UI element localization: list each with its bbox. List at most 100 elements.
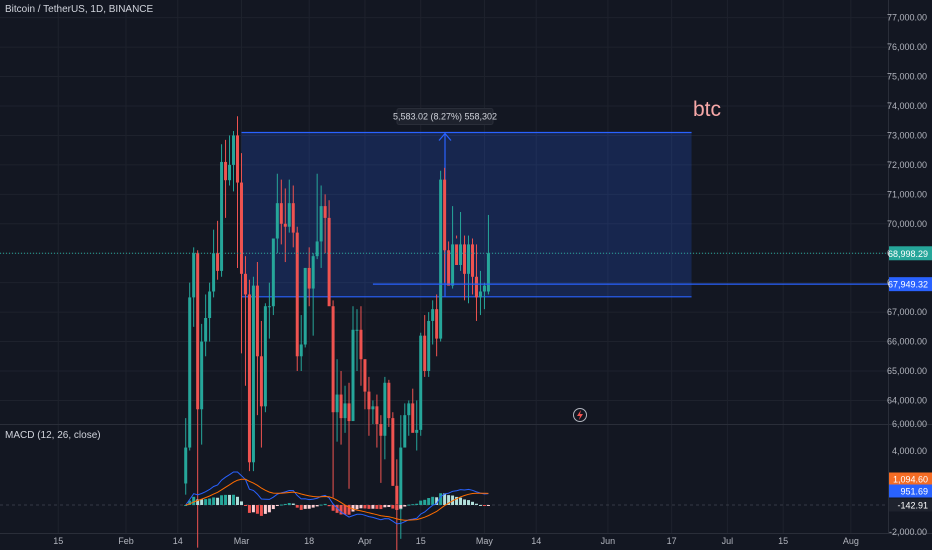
candle[interactable] bbox=[228, 135, 232, 186]
candle[interactable] bbox=[443, 167, 447, 283]
candle[interactable] bbox=[407, 400, 411, 436]
macd-histogram-bar bbox=[323, 503, 327, 505]
candle[interactable] bbox=[263, 303, 267, 413]
candle[interactable] bbox=[247, 279, 251, 472]
candle[interactable] bbox=[224, 139, 228, 218]
measure-label[interactable]: 5,583.02 (8.27%) 558,302 bbox=[393, 108, 497, 125]
candle[interactable] bbox=[371, 400, 375, 424]
candle[interactable] bbox=[235, 116, 239, 268]
candle[interactable] bbox=[275, 173, 279, 254]
candle[interactable] bbox=[239, 153, 243, 354]
horizontal-line-tag[interactable]: 67,949.32 bbox=[888, 277, 932, 292]
candle[interactable] bbox=[470, 238, 474, 295]
candle[interactable] bbox=[335, 359, 339, 442]
candle[interactable] bbox=[327, 200, 331, 307]
horizontal-lines[interactable] bbox=[0, 252, 888, 422]
price-axis[interactable]: 77,000.00 76,000.00 75,000.00 74,000.00 73,0… bbox=[887, 13, 932, 537]
candle[interactable] bbox=[423, 315, 427, 377]
candle[interactable] bbox=[307, 247, 311, 307]
macd-value-tag[interactable]: 1,094.60 bbox=[889, 472, 932, 486]
candle[interactable] bbox=[486, 214, 490, 295]
candlestick-series[interactable] bbox=[184, 116, 490, 550]
candle[interactable] bbox=[232, 131, 236, 192]
candle[interactable] bbox=[295, 226, 299, 371]
btc-annotation-text[interactable]: btc bbox=[693, 98, 722, 121]
candle[interactable] bbox=[363, 359, 367, 410]
candle[interactable] bbox=[439, 170, 443, 342]
candle[interactable] bbox=[455, 235, 459, 265]
candle[interactable] bbox=[355, 309, 359, 371]
candle[interactable] bbox=[319, 185, 323, 268]
candle[interactable] bbox=[200, 323, 204, 445]
candle[interactable] bbox=[478, 270, 482, 316]
time-axis-label: 17 bbox=[667, 536, 677, 546]
candle[interactable] bbox=[271, 238, 275, 316]
candle[interactable] bbox=[387, 379, 391, 427]
measure-box[interactable] bbox=[241, 132, 692, 297]
macd-line[interactable] bbox=[185, 471, 489, 525]
candle[interactable] bbox=[188, 282, 192, 451]
flash-alert-icon[interactable] bbox=[573, 408, 587, 422]
candle[interactable] bbox=[419, 332, 423, 436]
candle[interactable] bbox=[474, 244, 478, 321]
candle[interactable] bbox=[251, 276, 255, 472]
last-price-tag[interactable]: 68,998.29 bbox=[888, 246, 932, 261]
candle[interactable] bbox=[192, 247, 196, 327]
candle[interactable] bbox=[395, 459, 399, 550]
macd-title[interactable]: MACD (12, 26, close) bbox=[5, 430, 101, 441]
candle[interactable] bbox=[463, 235, 467, 301]
candle[interactable] bbox=[243, 256, 247, 386]
signal-line[interactable] bbox=[185, 478, 489, 521]
candle[interactable] bbox=[379, 415, 383, 483]
candle[interactable] bbox=[204, 294, 208, 357]
candle[interactable] bbox=[208, 282, 212, 342]
histogram-value-tag[interactable]: -142.91 bbox=[889, 498, 932, 512]
candle[interactable] bbox=[482, 282, 486, 310]
candle[interactable] bbox=[220, 144, 224, 277]
candle[interactable] bbox=[399, 415, 403, 539]
candle[interactable] bbox=[459, 212, 463, 271]
candle[interactable] bbox=[403, 403, 407, 448]
candle[interactable] bbox=[435, 294, 439, 357]
candle[interactable] bbox=[427, 312, 431, 377]
candle[interactable] bbox=[367, 376, 371, 436]
candle[interactable] bbox=[343, 385, 347, 433]
candle[interactable] bbox=[351, 306, 355, 422]
candle[interactable] bbox=[212, 229, 216, 298]
macd-pane[interactable] bbox=[0, 471, 888, 525]
candle[interactable] bbox=[184, 418, 188, 495]
candle[interactable] bbox=[467, 235, 471, 304]
candle[interactable] bbox=[447, 241, 451, 286]
candle[interactable] bbox=[287, 179, 291, 233]
candle[interactable] bbox=[347, 382, 351, 489]
time-axis[interactable]: 15 Feb 14 Mar 18 Apr 15 May 14 Jun 17 Jul 15 Aug bbox=[53, 536, 859, 546]
candle[interactable] bbox=[383, 376, 387, 460]
candle[interactable] bbox=[415, 400, 419, 451]
candle[interactable] bbox=[339, 371, 343, 445]
candle[interactable] bbox=[279, 179, 283, 245]
candle[interactable] bbox=[299, 315, 303, 371]
candle[interactable] bbox=[315, 173, 319, 260]
candle[interactable] bbox=[259, 320, 263, 448]
candle[interactable] bbox=[331, 300, 335, 498]
candle[interactable] bbox=[323, 194, 327, 254]
candle[interactable] bbox=[431, 300, 435, 345]
candle[interactable] bbox=[255, 262, 259, 416]
macd-histogram-bar bbox=[315, 505, 319, 507]
candle[interactable] bbox=[375, 394, 379, 448]
candle[interactable] bbox=[291, 185, 295, 248]
candle[interactable] bbox=[451, 206, 455, 289]
candle[interactable] bbox=[303, 267, 307, 348]
candle[interactable] bbox=[196, 250, 200, 548]
candle[interactable] bbox=[411, 388, 415, 433]
candle[interactable] bbox=[216, 220, 220, 280]
signal-value-tag[interactable]: 951.69 bbox=[889, 484, 932, 498]
candle[interactable] bbox=[267, 282, 271, 339]
candle[interactable] bbox=[283, 188, 287, 263]
candle[interactable] bbox=[359, 306, 363, 386]
price-range-measure[interactable]: 5,583.02 (8.27%) 558,302 bbox=[241, 108, 692, 298]
symbol-title[interactable]: Bitcoin / TetherUS, 1D, BINANCE bbox=[5, 4, 154, 15]
candle[interactable] bbox=[311, 253, 315, 336]
candle[interactable] bbox=[391, 412, 395, 486]
